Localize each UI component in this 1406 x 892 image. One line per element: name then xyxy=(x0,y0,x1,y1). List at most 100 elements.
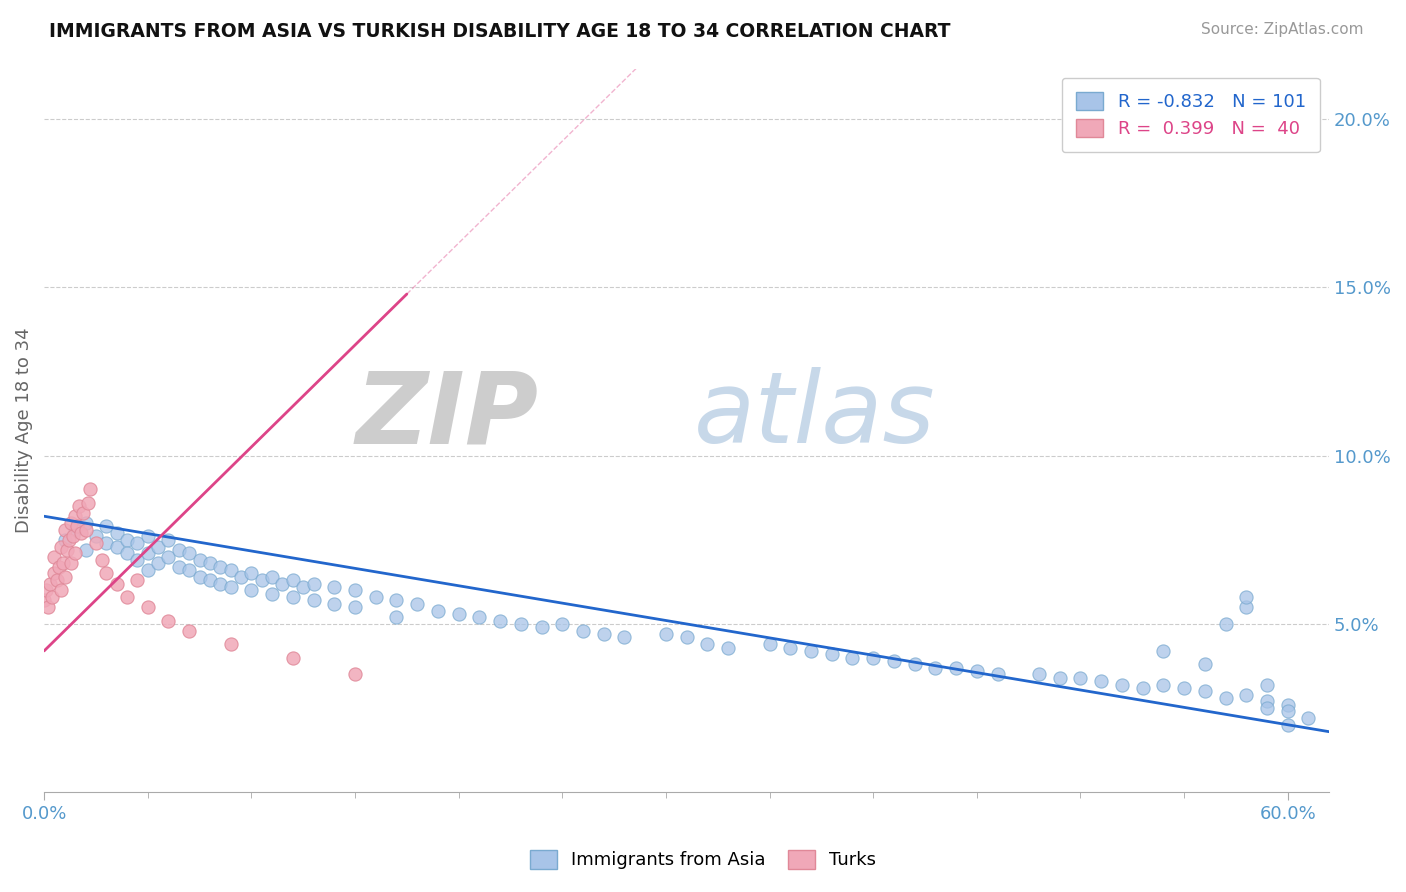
Point xyxy=(219,580,242,594)
Point xyxy=(136,563,159,577)
Point xyxy=(179,624,201,638)
Point xyxy=(1028,667,1050,681)
Point xyxy=(105,526,128,541)
Point xyxy=(1234,688,1257,702)
Point xyxy=(39,576,62,591)
Point xyxy=(127,553,149,567)
Point xyxy=(986,667,1008,681)
Point xyxy=(675,631,697,645)
Point xyxy=(136,600,159,615)
Point xyxy=(271,576,294,591)
Point xyxy=(146,557,169,571)
Point xyxy=(96,566,118,581)
Point xyxy=(489,614,512,628)
Point xyxy=(127,573,149,587)
Point xyxy=(655,627,678,641)
Point xyxy=(572,624,595,638)
Point xyxy=(179,563,201,577)
Point xyxy=(209,576,232,591)
Point xyxy=(96,519,118,533)
Point xyxy=(115,546,138,560)
Point xyxy=(302,593,325,607)
Point xyxy=(48,559,70,574)
Point xyxy=(41,590,63,604)
Point xyxy=(1194,657,1216,672)
Point xyxy=(72,506,94,520)
Point xyxy=(62,529,84,543)
Point xyxy=(1215,691,1237,706)
Point xyxy=(343,583,366,598)
Point xyxy=(1277,698,1299,712)
Point xyxy=(323,597,346,611)
Point xyxy=(717,640,740,655)
Point xyxy=(79,483,101,497)
Point xyxy=(53,523,76,537)
Point xyxy=(75,523,97,537)
Point xyxy=(250,573,273,587)
Point xyxy=(385,593,408,607)
Legend: Immigrants from Asia, Turks: Immigrants from Asia, Turks xyxy=(520,841,886,879)
Point xyxy=(1049,671,1071,685)
Point xyxy=(323,580,346,594)
Point xyxy=(188,570,211,584)
Point xyxy=(1090,674,1112,689)
Point xyxy=(146,540,169,554)
Point xyxy=(426,603,449,617)
Text: IMMIGRANTS FROM ASIA VS TURKISH DISABILITY AGE 18 TO 34 CORRELATION CHART: IMMIGRANTS FROM ASIA VS TURKISH DISABILI… xyxy=(49,22,950,41)
Point xyxy=(364,590,387,604)
Point xyxy=(1277,718,1299,732)
Point xyxy=(136,546,159,560)
Point xyxy=(1234,600,1257,615)
Point xyxy=(551,617,574,632)
Point xyxy=(1256,701,1278,715)
Text: atlas: atlas xyxy=(695,368,936,465)
Point xyxy=(1152,644,1174,658)
Point xyxy=(468,610,491,624)
Point xyxy=(167,542,190,557)
Point xyxy=(1277,705,1299,719)
Point xyxy=(343,667,366,681)
Point xyxy=(240,583,263,598)
Point xyxy=(75,516,97,530)
Point xyxy=(862,650,884,665)
Point xyxy=(49,540,72,554)
Point xyxy=(821,647,844,661)
Point xyxy=(76,496,98,510)
Point xyxy=(45,573,67,587)
Point xyxy=(385,610,408,624)
Point xyxy=(84,529,107,543)
Point xyxy=(58,533,80,547)
Point xyxy=(63,523,86,537)
Point xyxy=(157,549,180,564)
Point xyxy=(53,533,76,547)
Point xyxy=(188,553,211,567)
Point xyxy=(219,637,242,651)
Point xyxy=(1234,590,1257,604)
Point xyxy=(1173,681,1195,695)
Point xyxy=(70,526,93,541)
Point xyxy=(292,580,315,594)
Point xyxy=(198,557,221,571)
Point xyxy=(60,516,83,530)
Point xyxy=(945,661,967,675)
Point xyxy=(67,499,90,513)
Point xyxy=(157,614,180,628)
Point xyxy=(406,597,429,611)
Point xyxy=(53,570,76,584)
Point xyxy=(179,546,201,560)
Point xyxy=(96,536,118,550)
Point xyxy=(841,650,863,665)
Text: ZIP: ZIP xyxy=(356,368,538,465)
Point xyxy=(167,559,190,574)
Y-axis label: Disability Age 18 to 34: Disability Age 18 to 34 xyxy=(15,327,32,533)
Point xyxy=(44,549,66,564)
Point xyxy=(1132,681,1154,695)
Point xyxy=(1194,684,1216,698)
Point xyxy=(343,600,366,615)
Point xyxy=(262,570,284,584)
Point xyxy=(281,590,304,604)
Point xyxy=(447,607,470,621)
Legend: R = -0.832   N = 101, R =  0.399   N =  40: R = -0.832 N = 101, R = 0.399 N = 40 xyxy=(1062,78,1320,153)
Point xyxy=(904,657,927,672)
Point xyxy=(32,593,55,607)
